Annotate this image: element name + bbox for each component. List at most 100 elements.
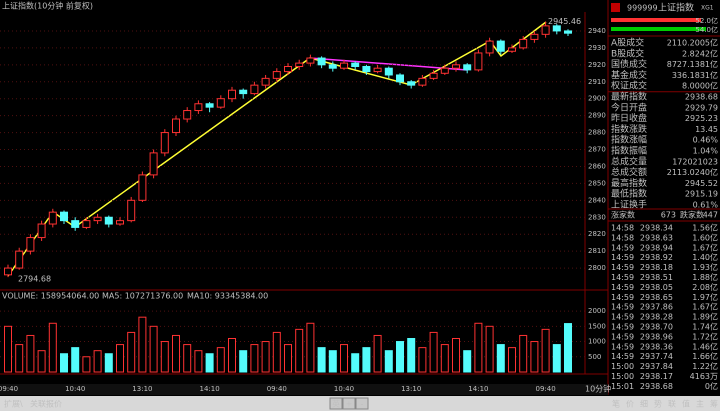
advance-item: 跌家数 [680, 210, 704, 220]
trade-volume: 1.67亿 [692, 242, 718, 252]
y-tick-label: 2840 [588, 196, 606, 204]
tab[interactable]: 联 [668, 400, 676, 409]
stat-value: 2925.23 [685, 114, 718, 123]
trade-volume: 4163万 [690, 372, 718, 381]
tab[interactable]: 笔 [612, 399, 620, 409]
trade-time: 14:59 [611, 273, 634, 282]
candle-body [194, 103, 203, 112]
volume-bar [295, 328, 304, 373]
tab[interactable]: 筹 [710, 399, 718, 409]
volume-bar [440, 344, 449, 373]
stat-value: 13.45 [695, 125, 718, 134]
candle-body [172, 118, 180, 134]
candle-body [373, 67, 382, 73]
candle-body [93, 216, 102, 222]
button[interactable] [342, 397, 356, 410]
candle-body [239, 89, 248, 95]
volume-bar [362, 347, 371, 373]
period-label: 10分钟 [585, 384, 611, 394]
advance-item: 673 [661, 211, 676, 220]
volume-bar [71, 347, 80, 373]
button[interactable] [355, 397, 369, 410]
candle-body [71, 220, 80, 228]
candle-body [205, 103, 214, 108]
candle-body [552, 25, 561, 32]
y-tick-label: 2810 [588, 247, 606, 255]
trade-price: 2938.96 [640, 332, 673, 341]
trade-price: 2938.63 [640, 233, 673, 242]
volume-bar [317, 347, 326, 373]
button-label[interactable]: + [346, 400, 353, 409]
bottom-link[interactable]: 扩展\ [4, 399, 23, 409]
button[interactable] [329, 397, 343, 410]
trade-time: 14:59 [611, 313, 634, 322]
volume-bar [328, 350, 337, 373]
candle-body [530, 33, 539, 40]
trade-volume: 1.46亿 [692, 341, 718, 351]
candle-body [508, 47, 516, 52]
tab[interactable]: 势 [654, 399, 662, 409]
y-tick-label: 2830 [588, 213, 606, 221]
x-tick-label: 14:10 [200, 385, 220, 393]
y-tick-label: 500 [588, 353, 601, 361]
stat-label: 最新指数 [611, 91, 647, 103]
x-tick-label: 09:40 [536, 385, 556, 393]
stat-label: 今日开盘 [611, 101, 647, 113]
trade-volume: 1.72亿 [692, 331, 718, 341]
trade-time: 14:59 [611, 342, 634, 351]
tab[interactable]: 细 [640, 399, 648, 409]
stat-value: 336.1831亿 [672, 70, 718, 80]
volume-bar [239, 350, 248, 373]
window-title: 上证指数(10分钟 前复权) [2, 1, 93, 11]
bottom-link[interactable]: 关联报价 [30, 399, 62, 409]
tab[interactable]: 价 [626, 400, 634, 409]
stat-label: 指数涨跌 [611, 123, 647, 135]
x-tick-label: 09:40 [267, 385, 287, 393]
candle-body [496, 40, 505, 52]
candle-body [418, 77, 427, 86]
volume-header: MA10: 93345384.00 [187, 292, 268, 301]
y-tick-label: 2820 [588, 230, 606, 238]
trade-time: 15:00 [611, 362, 634, 371]
x-tick-label: 14:10 [468, 385, 488, 393]
y-tick-label: 2890 [588, 112, 606, 120]
trade-time: 14:58 [611, 233, 634, 242]
stock-code: 999999 [627, 4, 658, 13]
trade-time: 15:01 [611, 382, 634, 391]
trade-time: 14:59 [611, 323, 634, 332]
candle-body [317, 57, 326, 66]
volume-bar [37, 350, 46, 373]
stat-label: 总成交量 [611, 155, 647, 167]
trade-time: 14:59 [611, 293, 634, 302]
volume-bar [93, 350, 102, 373]
trade-price: 2938.65 [640, 293, 673, 302]
stat-value: 172021023 [672, 157, 718, 166]
stat-label: B股成交 [611, 47, 644, 59]
tab[interactable]: 主 [696, 399, 704, 409]
trade-time: 14:59 [611, 253, 634, 262]
trade-time: 15:00 [611, 372, 634, 381]
candle-body [104, 216, 113, 225]
volume-bar [407, 338, 416, 373]
volume-bar [149, 325, 158, 373]
stock-tag: XG1 [701, 5, 714, 12]
volume-bar [418, 347, 427, 373]
candle-body [216, 98, 225, 108]
stat-value: 2110.2005亿 [667, 38, 718, 48]
y-tick-label: 2940 [588, 27, 606, 35]
candle-body [295, 62, 304, 68]
trade-price: 2938.94 [640, 243, 673, 252]
volume-bar [127, 331, 136, 373]
volume-header: MA5: 107271376.00 [102, 292, 183, 301]
button-label[interactable]: 英 [332, 399, 340, 409]
candle-body [15, 250, 24, 269]
tab[interactable]: 值 [682, 399, 690, 409]
volume-header: VOLUME: 158954064.00 [2, 292, 99, 301]
volume-bar [26, 334, 35, 373]
candle-body [250, 84, 259, 95]
button-label[interactable]: - [361, 400, 364, 409]
candle-body [429, 72, 438, 79]
candle-body [272, 71, 281, 79]
trade-volume: 2.08亿 [692, 282, 718, 292]
